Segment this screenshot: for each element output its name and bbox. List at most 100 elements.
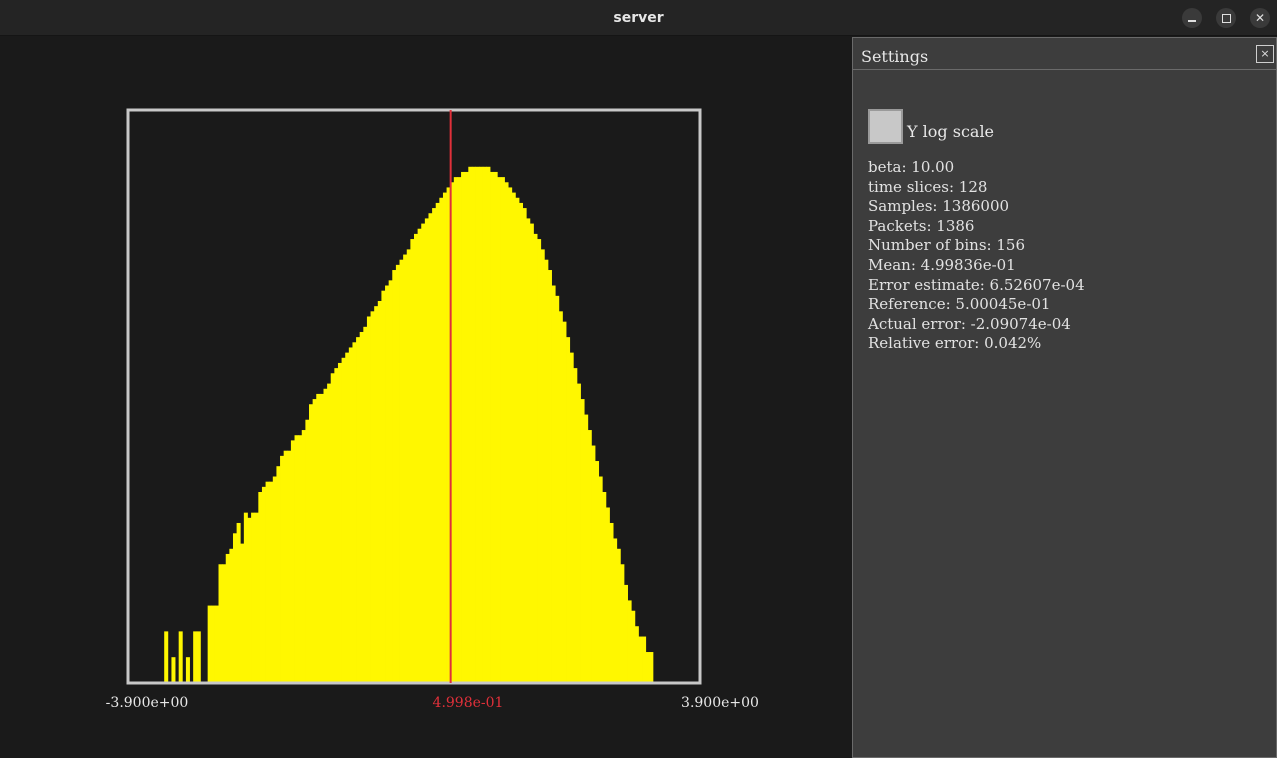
histogram-bar [388,280,393,683]
settings-header: Settings × [853,38,1276,70]
histogram-bar [243,512,248,683]
histogram-bar [475,166,480,683]
histogram-bar [540,249,545,683]
histogram-bar [464,171,469,683]
histogram-bar [566,337,571,683]
histogram-bar [341,357,346,683]
histogram-bar [222,564,227,683]
histogram-bar [352,342,357,683]
histogram-bar [164,631,169,683]
histogram-bar [374,306,379,683]
histogram-bar [276,466,281,683]
histogram-bar [490,171,495,683]
histogram-bar [442,192,447,683]
histogram-bar [555,295,560,683]
histogram-bar [602,492,607,683]
stat-line: Error estimate: 6.52607e-04 [868,275,1085,294]
histogram-bar [638,636,643,683]
minimize-button[interactable] [1182,8,1202,28]
histogram-bar [468,166,473,683]
histogram-bar [642,636,647,683]
histogram-chart [126,108,702,685]
histogram-bar [424,218,429,683]
maximize-button[interactable] [1216,8,1236,28]
histogram-bar [261,486,266,683]
histogram-bar [178,631,183,683]
histogram-bar [305,419,310,683]
histogram-bar [446,187,451,683]
histogram-bar [450,182,455,683]
mean-label: 4.998e-01 [432,695,504,711]
x-max-label: 3.900e+00 [681,695,759,711]
histogram-bar [287,450,292,683]
histogram-bar [211,605,216,683]
stats-list: beta: 10.00 time slices: 128 Samples: 1386… [868,158,1085,354]
histogram-bar [573,368,578,683]
histogram-bar [605,507,610,683]
histogram-bar [576,383,581,683]
histogram-bar [269,481,274,683]
histogram-bar [580,399,585,683]
histogram-bar [359,331,364,683]
close-icon: × [1260,47,1270,60]
histogram-bar [493,171,498,683]
window-title: server [613,10,664,26]
close-icon: ✕ [1254,11,1266,25]
histogram-bar [616,548,621,683]
histogram-bar [290,440,295,683]
histogram-bar [377,301,382,683]
stat-line: beta: 10.00 [868,158,955,176]
histogram-bar [439,197,444,683]
stat-line: Samples: 1386000 [868,197,1010,216]
histogram-bar [356,337,361,683]
histogram-bar [330,373,335,683]
histogram-bar [171,657,176,683]
histogram-bar [265,481,270,683]
histogram-bar [312,399,317,683]
histogram-bar [461,171,466,683]
histogram-bar [504,182,509,683]
settings-close-button[interactable]: × [1256,45,1274,63]
histogram-bar [254,512,259,683]
histogram-bar [595,461,600,683]
histogram-bar [232,533,238,683]
histogram-bar [544,259,549,683]
histogram-bar [301,430,306,683]
histogram-bar [348,347,353,683]
histogram-bar [251,512,256,683]
close-button[interactable]: ✕ [1250,8,1270,28]
histogram-bar [366,316,371,683]
histogram-bar [526,218,531,683]
plot-area: -3.900e+00 4.998e-01 3.900e+00 [0,36,852,758]
histogram-bar [482,166,487,683]
histogram-bar [435,202,440,684]
histogram-bar [327,383,332,683]
histogram-bar [283,450,288,683]
histogram-bar [457,177,462,684]
histogram-bar [432,208,437,683]
histogram-bar [547,270,552,683]
minimize-icon [1188,19,1196,22]
histogram-bar [225,553,230,683]
histogram-bar [363,326,368,683]
histogram-bar [591,445,596,683]
stat-line: time slices: 128 [868,177,988,196]
histogram-bar [323,388,328,683]
histogram-bar [185,657,190,683]
histogram-bar [236,522,241,683]
histogram-bar [537,239,542,684]
histogram-bar [240,543,245,683]
histogram-bar [316,393,321,683]
histogram-bar [569,352,574,683]
histogram-bar [406,249,411,683]
histogram-bar [229,548,234,683]
histogram-bar [558,311,563,683]
log-scale-checkbox[interactable] [868,109,903,144]
histogram-bar [319,393,324,683]
histogram-bar [587,430,592,683]
histogram-bar [399,259,404,683]
stat-line: Relative error: 0.042% [868,334,1042,353]
histogram-bar [337,362,342,683]
histogram-bar [515,197,520,683]
stat-line: Mean: 4.99836e-01 [868,255,1016,274]
